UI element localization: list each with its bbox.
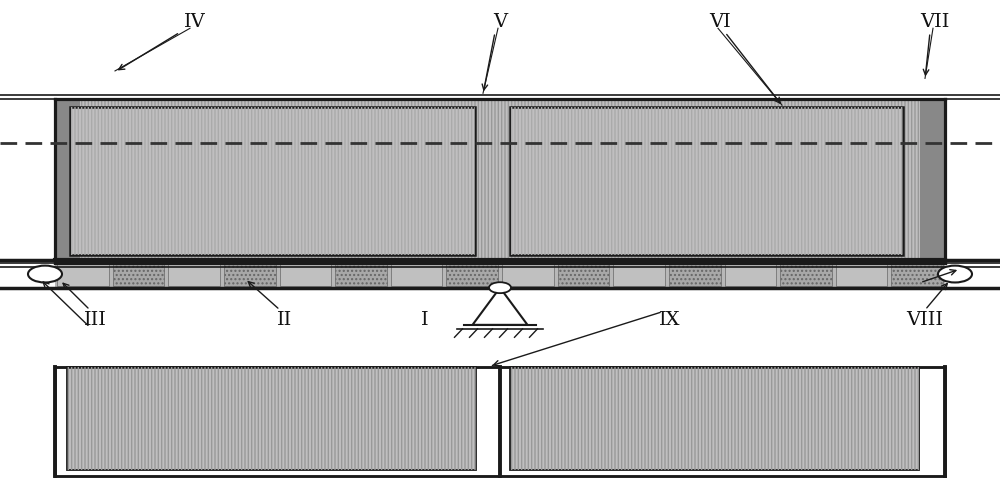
Bar	[510, 107, 903, 255]
Bar	[70, 107, 475, 255]
Polygon shape	[473, 288, 528, 325]
Bar	[70, 107, 475, 255]
Bar	[446, 262, 498, 286]
Bar	[55, 260, 945, 288]
Bar	[55, 99, 80, 263]
Bar	[113, 262, 164, 286]
Bar	[55, 367, 945, 476]
Bar	[391, 262, 442, 286]
Text: V: V	[493, 13, 507, 31]
Bar	[55, 99, 945, 263]
Bar	[780, 262, 832, 286]
Text: III: III	[84, 311, 106, 329]
Bar	[67, 367, 476, 470]
Bar	[724, 262, 776, 286]
Bar	[67, 367, 476, 470]
Text: I: I	[421, 311, 429, 329]
Text: VI: VI	[709, 13, 731, 31]
Circle shape	[489, 282, 511, 293]
Bar	[558, 262, 609, 286]
Text: II: II	[277, 311, 293, 329]
Bar	[57, 262, 109, 286]
Text: IV: IV	[184, 13, 206, 31]
Bar	[920, 99, 945, 263]
Bar	[502, 262, 554, 286]
Bar	[55, 99, 945, 263]
Text: VIII: VIII	[906, 311, 944, 329]
Bar	[224, 262, 276, 286]
Text: IX: IX	[659, 311, 681, 329]
Bar	[335, 262, 387, 286]
Circle shape	[938, 266, 972, 282]
Bar	[168, 262, 220, 286]
Circle shape	[28, 266, 62, 282]
Bar	[510, 107, 903, 255]
Text: VII: VII	[920, 13, 950, 31]
Bar	[836, 262, 887, 286]
Bar	[669, 262, 721, 286]
Bar	[891, 262, 943, 286]
Bar	[510, 367, 919, 470]
Bar	[280, 262, 331, 286]
Bar	[510, 367, 919, 470]
Bar	[613, 262, 665, 286]
